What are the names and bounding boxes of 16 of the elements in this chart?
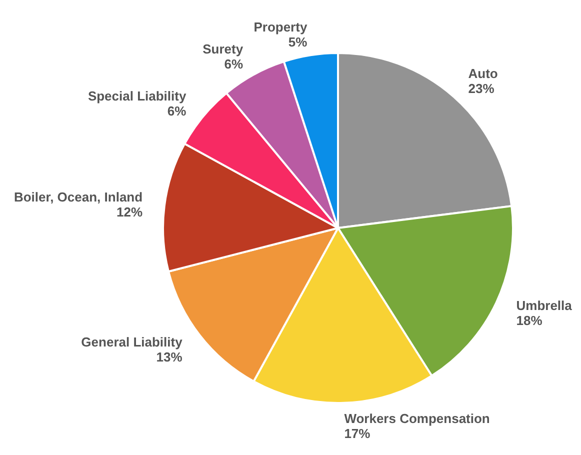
data-label: 17%	[344, 426, 371, 441]
data-label: 6%	[224, 56, 244, 72]
slice-label: Surety	[202, 41, 244, 56]
slice-label: Special Liability	[88, 88, 187, 104]
data-label: 13%	[156, 350, 183, 365]
slice-label: Property	[254, 19, 308, 34]
data-label: 5%	[288, 34, 308, 50]
slice-label: Boiler, Ocean, Inland	[14, 189, 143, 204]
slice-label: Workers Compensation	[344, 410, 490, 426]
slice-label: Auto	[468, 66, 498, 82]
data-label: 18%	[516, 312, 543, 328]
slice-label: Umbrella	[516, 298, 573, 313]
data-label: 6%	[167, 103, 187, 118]
slice-label: General Liability	[81, 334, 184, 350]
data-label: 23%	[468, 81, 495, 96]
data-label: 12%	[116, 204, 143, 220]
